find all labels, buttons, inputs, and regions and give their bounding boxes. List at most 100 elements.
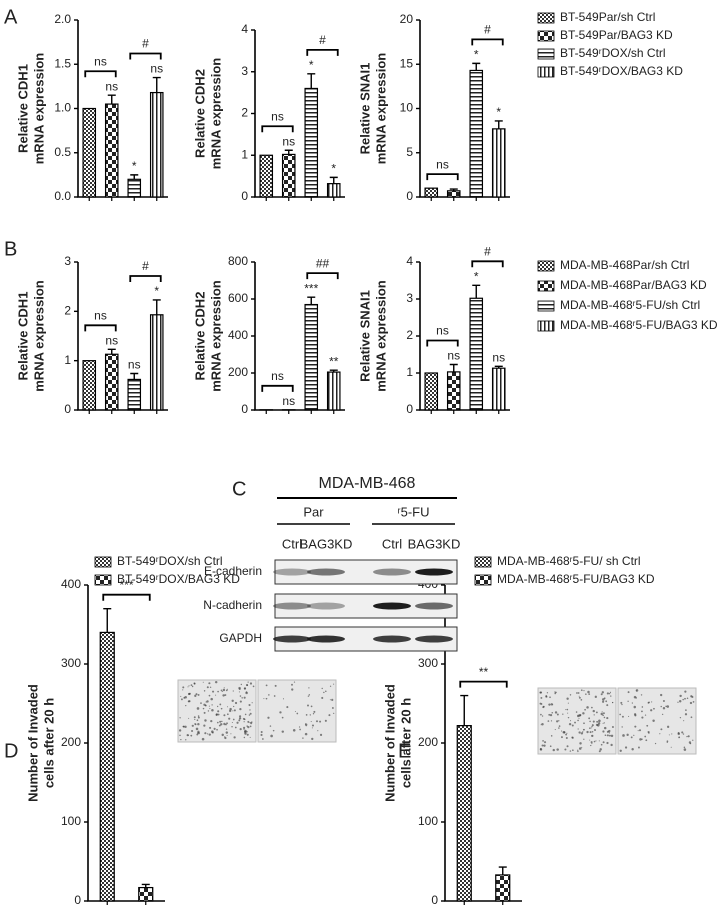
cell-dot — [577, 728, 579, 730]
cell-dot — [651, 701, 653, 703]
cell-dot — [677, 701, 679, 703]
cell-dot — [541, 744, 544, 747]
blot-band — [307, 635, 345, 643]
comparison-label: ns — [436, 157, 449, 171]
cell-dot — [202, 707, 205, 710]
cell-dot — [216, 705, 219, 708]
cell-dot — [666, 725, 670, 728]
cell-dot — [305, 723, 307, 725]
y-tick-label: 1.0 — [54, 101, 71, 115]
legend-label: BT-549Par/BAG3 KD — [560, 28, 673, 42]
cell-dot — [309, 714, 311, 716]
cell-dot — [210, 697, 213, 701]
cell-dot — [545, 695, 548, 697]
cell-dot — [233, 709, 236, 712]
legend-swatch — [94, 574, 112, 586]
cell-dot — [252, 685, 255, 688]
cell-dot — [240, 683, 243, 686]
cell-dot — [329, 685, 332, 687]
cell-dot — [605, 734, 607, 736]
cell-dot — [593, 714, 595, 716]
cell-dot — [182, 686, 185, 689]
y-tick-label: 200 — [61, 735, 81, 749]
comparison-label: ** — [479, 665, 489, 679]
y-tick-label: 1 — [64, 353, 71, 367]
bar — [469, 69, 484, 198]
cell-dot — [548, 703, 551, 706]
cell-dot — [552, 748, 555, 752]
cell-dot — [540, 703, 543, 705]
cell-dot — [231, 726, 233, 728]
cell-dot — [670, 746, 672, 748]
cell-dot — [197, 715, 200, 717]
legend-label: MDA-MB-468Par/BAG3 KD — [560, 278, 707, 292]
cell-dot — [251, 721, 253, 723]
cell-dot — [220, 723, 223, 726]
cell-dot — [588, 717, 591, 720]
legend-swatch — [537, 48, 555, 60]
cell-dot — [214, 680, 218, 684]
cell-dot — [541, 715, 544, 717]
cell-dot — [589, 739, 591, 741]
micrograph — [617, 687, 697, 755]
cell-dot — [583, 738, 585, 740]
cell-dot — [539, 748, 543, 751]
cell-dot — [596, 720, 599, 723]
error-bar — [460, 694, 469, 726]
cell-dot — [208, 682, 211, 685]
cell-dot — [633, 734, 635, 737]
cell-dot — [689, 701, 693, 705]
cell-dot — [608, 729, 611, 733]
cell-dot — [566, 732, 568, 734]
error-bar — [141, 883, 150, 888]
cell-dot — [230, 733, 232, 735]
cell-dot — [248, 714, 251, 716]
cell-dot — [606, 741, 609, 745]
cell-dot — [310, 705, 313, 708]
cell-dot — [308, 694, 311, 696]
cell-dot — [239, 700, 242, 703]
cell-dot — [310, 721, 312, 723]
bar — [82, 360, 97, 411]
y-tick-label: 0.0 — [54, 189, 71, 203]
cell-dot — [233, 736, 236, 739]
cell-dot — [188, 685, 190, 687]
cell-dot — [606, 717, 609, 720]
panel-label: D — [4, 740, 18, 762]
cell-dot — [566, 745, 569, 748]
cell-dot — [580, 732, 584, 735]
cell-dot — [216, 728, 218, 731]
cell-dot — [550, 703, 553, 706]
cell-dot — [568, 722, 572, 726]
legend-swatch — [537, 260, 555, 272]
y-tick-label: 2 — [241, 106, 248, 120]
bar — [138, 886, 154, 902]
cell-dot — [218, 724, 221, 727]
significance-label: ns — [282, 394, 295, 408]
comparison-bracket — [306, 48, 339, 56]
cell-dot — [217, 713, 220, 716]
cell-dot — [602, 714, 604, 717]
legend-swatch — [474, 574, 492, 586]
blot-band — [373, 568, 411, 576]
cell-dot — [637, 746, 640, 749]
cell-dot — [595, 711, 598, 714]
cell-dot — [648, 701, 650, 704]
cell-dot — [243, 721, 245, 723]
cell-dot — [329, 699, 331, 701]
cell-dot — [633, 695, 637, 699]
cell-dot — [249, 712, 252, 715]
cell-dot — [194, 694, 197, 697]
cell-dot — [202, 681, 204, 683]
y-tick-label: 2 — [64, 304, 71, 318]
cell-dot — [619, 749, 622, 752]
cell-dot — [578, 717, 580, 719]
cell-dot — [261, 738, 264, 740]
cell-dot — [203, 690, 206, 692]
cell-dot — [600, 743, 603, 746]
cell-dot — [565, 709, 567, 711]
cell-dot — [685, 709, 687, 711]
cell-dot — [556, 748, 559, 751]
bar — [99, 631, 115, 902]
